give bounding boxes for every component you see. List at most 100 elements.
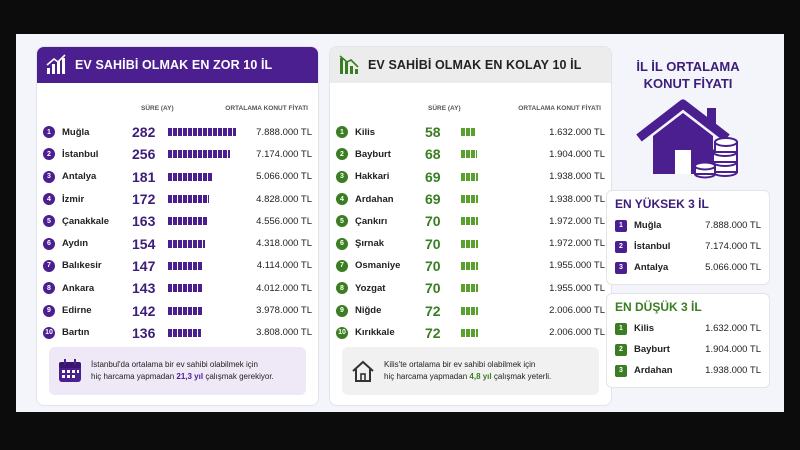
duration-bar [461,306,529,315]
duration-bar [461,217,529,226]
city-name: Balıkesir [62,260,102,272]
top-three-list: 1 Muğla 7.888.000 TL 2 İstanbul 7.174.000 TL 3… [615,215,761,278]
rank-badge: 8 [336,282,348,295]
city-name: Muğla [634,220,662,231]
rank-badge: 4 [43,193,55,206]
easiest-note-text: Kilis'te ortalama bir ev sahibi olabilme… [384,360,552,381]
city-name: Osmaniye [355,260,401,272]
list-item: 2 İstanbul 256 7.174.000 TL [43,143,312,165]
city-name: Kilis [634,323,655,334]
duration-bar [461,128,529,137]
duration-value: 70 [425,257,441,274]
price-value: 1.938.000 TL [549,193,605,205]
list-item: 1 Kilis 58 1.632.000 TL [336,121,605,143]
city-name: Kırıkkale [355,327,395,339]
top-three-title: EN YÜKSEK 3 İL [615,197,709,211]
duration-bar [461,195,529,204]
hardest-note-text: İstanbul'da ortalama bir ev sahibi olabi… [91,360,274,381]
city-name: Çanakkale [62,215,110,227]
rank-badge: 5 [43,215,55,228]
easiest-title: EV SAHİBİ OLMAK EN KOLAY 10 İL [368,58,582,72]
price-column-header: ORTALAMA KONUT FİYATI [225,105,308,112]
rank-badge: 1 [43,126,55,139]
price-value: 7.888.000 TL [256,126,312,138]
city-name: Edirne [62,305,92,317]
summary-panel: İL İL ORTALAMA KONUT FİYATI EN YÜKSE [598,44,778,408]
list-item: 5 Çankırı 70 1.972.000 TL [336,210,605,232]
summary-title: İL İL ORTALAMA KONUT FİYATI [636,59,740,91]
duration-column-header: SÜRE (AY) [141,105,174,112]
rank-badge: 6 [43,237,55,250]
price-value: 1.955.000 TL [549,260,605,272]
price-value: 2.006.000 TL [549,327,605,339]
rank-badge: 10 [336,326,348,339]
city-name: İzmir [62,193,85,205]
price-value: 1.972.000 TL [549,238,605,250]
house-coins-icon [636,99,738,179]
city-name: Bayburt [355,148,391,160]
duration-bar [168,239,236,248]
rank-badge: 1 [615,322,627,335]
duration-value: 256 [132,146,156,163]
hardest-note: İstanbul'da ortalama bir ev sahibi olabi… [49,347,306,395]
list-item: 7 Osmaniye 70 1.955.000 TL [336,255,605,277]
price-value: 3.808.000 TL [256,327,312,339]
price-value: 7.888.000 TL [705,220,761,231]
duration-bar [168,195,236,204]
rank-badge: 2 [43,148,55,161]
duration-value: 70 [425,235,441,252]
list-item: 7 Balıkesir 147 4.114.000 TL [43,255,312,277]
rank-badge: 1 [615,219,627,232]
city-name: Aydın [62,238,89,250]
calendar-icon [59,359,81,382]
rank-badge: 9 [336,304,348,317]
duration-column-header: SÜRE (AY) [428,105,461,112]
rank-badge: 3 [43,170,55,183]
infographic: EV SAHİBİ OLMAK EN ZOR 10 İL SÜRE (AY) O… [16,34,784,412]
duration-bar [461,239,529,248]
price-value: 3.978.000 TL [256,305,312,317]
duration-value: 154 [132,235,156,252]
duration-value: 142 [132,302,156,319]
list-item: 9 Edirne 142 3.978.000 TL [43,299,312,321]
duration-value: 70 [425,280,441,297]
price-value: 2.006.000 TL [549,305,605,317]
list-item: 2 Bayburt 1.904.000 TL [615,339,761,360]
duration-value: 282 [132,124,156,141]
duration-bar [461,172,529,181]
city-name: Antalya [634,262,669,273]
low-three-box: EN DÜŞÜK 3 İL 1 Kilis 1.632.000 TL 2 Bayburt… [606,293,770,388]
list-item: 3 Antalya 5.066.000 TL [615,257,761,278]
easiest-note: Kilis'te ortalama bir ev sahibi olabilme… [342,347,599,395]
rank-badge: 4 [336,193,348,206]
price-value: 1.904.000 TL [705,344,761,355]
list-item: 1 Muğla 282 7.888.000 TL [43,121,312,143]
easiest-list: 1 Kilis 58 1.632.000 TL 2 Bayburt 68 1.904.000 … [336,121,605,344]
duration-bar [461,261,529,270]
price-column-header: ORTALAMA KONUT FİYATI [518,105,601,112]
duration-value: 69 [425,191,441,208]
list-item: 8 Ankara 143 4.012.000 TL [43,277,312,299]
price-value: 7.174.000 TL [256,148,312,160]
duration-value: 172 [132,191,156,208]
price-value: 5.066.000 TL [705,262,761,273]
duration-value: 163 [132,213,156,230]
price-value: 4.012.000 TL [256,282,312,294]
duration-bar [168,306,236,315]
rank-badge: 6 [336,237,348,250]
rank-badge: 8 [43,282,55,295]
price-value: 4.114.000 TL [256,260,312,272]
low-three-title: EN DÜŞÜK 3 İL [615,300,702,314]
price-value: 1.904.000 TL [549,148,605,160]
list-item: 10 Bartın 136 3.808.000 TL [43,322,312,344]
list-item: 8 Yozgat 70 1.955.000 TL [336,277,605,299]
city-name: Bartın [62,327,90,339]
price-value: 1.632.000 TL [549,126,605,138]
price-value: 7.174.000 TL [705,241,761,252]
price-value: 4.828.000 TL [256,193,312,205]
list-item: 5 Çanakkale 163 4.556.000 TL [43,210,312,232]
price-value: 1.972.000 TL [549,215,605,227]
list-item: 6 Aydın 154 4.318.000 TL [43,232,312,254]
list-item: 3 Ardahan 1.938.000 TL [615,360,761,381]
rank-badge: 2 [615,240,627,253]
